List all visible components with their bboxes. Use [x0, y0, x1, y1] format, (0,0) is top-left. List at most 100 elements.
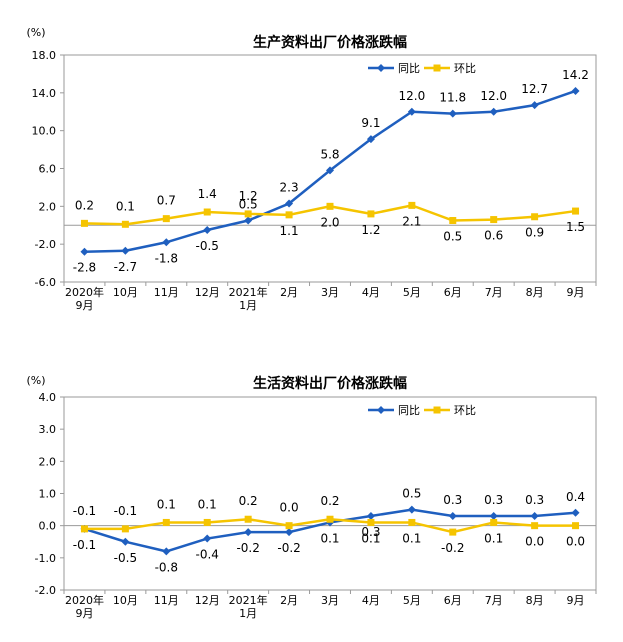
- x-tick-label: 2021年: [229, 593, 268, 607]
- y-tick-label: 10.0: [32, 125, 57, 138]
- data-label: 5.8: [320, 147, 339, 161]
- data-point: [244, 216, 253, 225]
- data-label: 1.4: [198, 187, 217, 201]
- data-point: [448, 109, 457, 118]
- data-label: -0.5: [196, 239, 219, 253]
- data-label: 12.0: [398, 89, 425, 103]
- data-point: [366, 135, 375, 144]
- data-label: -0.2: [277, 541, 300, 555]
- legend-label: 环比: [454, 62, 476, 75]
- data-point: [489, 107, 498, 116]
- data-label: 2.1: [402, 214, 421, 228]
- data-label: 1.2: [239, 189, 258, 203]
- data-label: -0.1: [73, 538, 96, 552]
- x-tick-label: 10月: [113, 286, 138, 299]
- data-point: [367, 518, 375, 526]
- x-tick-label: 2021年: [229, 285, 268, 299]
- data-label: 2.3: [280, 180, 299, 194]
- x-tick-label: 9月: [75, 299, 93, 312]
- x-tick-label: 10月: [113, 594, 138, 607]
- data-label: 0.1: [116, 199, 135, 213]
- x-tick-label: 5月: [403, 594, 421, 607]
- legend-label: 同比: [398, 404, 420, 417]
- data-point: [326, 515, 334, 523]
- data-point: [162, 238, 171, 247]
- data-point: [531, 213, 539, 221]
- data-label: 0.1: [198, 497, 217, 511]
- data-label: -0.1: [73, 504, 96, 518]
- data-point: [367, 210, 375, 218]
- data-label: 0.7: [157, 194, 176, 208]
- data-point: [326, 166, 334, 175]
- data-label: -0.8: [155, 560, 178, 574]
- data-point: [326, 202, 334, 210]
- data-point: [572, 522, 580, 530]
- data-point: [121, 525, 129, 533]
- data-label: 0.5: [443, 230, 462, 244]
- data-point: [285, 211, 293, 219]
- data-label: 0.9: [525, 226, 544, 240]
- data-label: -0.2: [236, 541, 259, 555]
- data-label: 0.3: [484, 493, 503, 507]
- data-label: 0.1: [361, 531, 380, 545]
- data-point: [285, 528, 294, 537]
- data-point: [80, 525, 88, 533]
- data-label: -0.2: [441, 541, 464, 555]
- data-label: 0.1: [320, 531, 339, 545]
- legend-marker: [377, 64, 385, 72]
- data-label: 0.2: [239, 494, 258, 508]
- data-point: [530, 512, 539, 521]
- x-tick-label: 2月: [280, 286, 298, 299]
- data-point: [162, 547, 171, 556]
- data-point: [490, 518, 498, 526]
- data-point: [408, 518, 416, 526]
- data-label: 1.5: [566, 220, 585, 234]
- data-label: 0.5: [402, 487, 421, 501]
- y-tick-label: 0.0: [39, 520, 57, 533]
- data-label: 0.1: [484, 531, 503, 545]
- data-label: -0.1: [114, 504, 137, 518]
- x-tick-label: 9月: [567, 594, 585, 607]
- data-label: -2.8: [73, 261, 96, 275]
- data-point: [489, 512, 498, 521]
- x-tick-label: 11月: [154, 286, 179, 299]
- legend-marker: [433, 64, 441, 72]
- data-point: [449, 217, 457, 225]
- data-point: [244, 528, 253, 537]
- data-label: 9.1: [361, 116, 380, 130]
- data-point: [203, 534, 212, 543]
- x-tick-label: 8月: [526, 286, 544, 299]
- data-label: 2.0: [320, 215, 339, 229]
- x-tick-label: 2020年: [65, 593, 104, 607]
- data-point: [121, 220, 129, 228]
- data-label: 0.4: [566, 490, 585, 504]
- y-tick-label: 18.0: [32, 49, 57, 62]
- legend-label: 环比: [454, 404, 476, 417]
- data-point: [531, 522, 539, 530]
- x-tick-label: 2月: [280, 594, 298, 607]
- data-point: [571, 86, 580, 95]
- data-label: -0.4: [196, 548, 219, 562]
- data-label: -1.8: [155, 251, 178, 265]
- x-tick-label: 1月: [239, 299, 257, 312]
- x-tick-label: 7月: [485, 286, 503, 299]
- y-tick-label: -1.0: [35, 552, 56, 565]
- x-tick-label: 3月: [321, 286, 339, 299]
- x-tick-label: 12月: [195, 594, 220, 607]
- data-label: 0.6: [484, 229, 503, 243]
- data-label: 0.1: [402, 531, 421, 545]
- legend-marker: [433, 406, 441, 414]
- data-label: 0.0: [566, 535, 585, 549]
- data-label: 0.5: [239, 198, 258, 212]
- data-label: 0.1: [157, 497, 176, 511]
- y-tick-label: 4.0: [39, 391, 57, 404]
- legend-label: 同比: [398, 62, 420, 75]
- chart-title: 生产资料出厂价格涨跌幅: [253, 34, 407, 51]
- x-tick-label: 12月: [195, 286, 220, 299]
- x-tick-label: 7月: [485, 594, 503, 607]
- data-point: [366, 512, 375, 521]
- data-label: 1.1: [280, 224, 299, 238]
- data-label: 0.2: [320, 494, 339, 508]
- x-tick-label: 5月: [403, 286, 421, 299]
- data-label: 0.3: [361, 525, 380, 539]
